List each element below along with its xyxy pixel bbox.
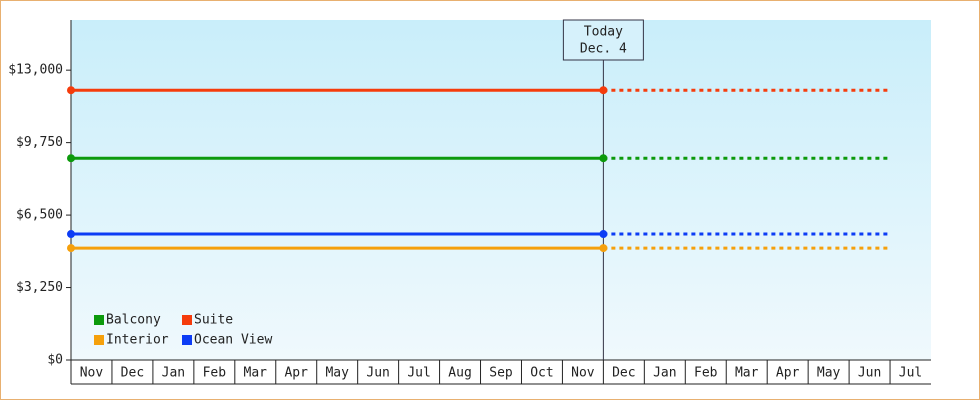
- today-box: [562, 19, 644, 61]
- legend-swatch: [94, 315, 104, 325]
- today-date: Dec. 4: [580, 42, 627, 57]
- y-tick-label: $6,500: [16, 208, 63, 223]
- today-label: Today: [584, 25, 623, 40]
- x-tick-label: Jul: [899, 366, 922, 381]
- x-tick-label: Mar: [244, 366, 268, 381]
- x-tick-label: Dec: [612, 366, 635, 381]
- x-tick-label: Jan: [653, 366, 676, 381]
- point: [599, 244, 608, 253]
- point: [67, 244, 75, 253]
- x-tick-label: Jul: [407, 366, 430, 381]
- x-tick-label: Oct: [530, 366, 553, 381]
- x-tick-label: May: [817, 366, 841, 381]
- x-tick-label: May: [325, 366, 349, 381]
- y-tick-label: $0: [47, 353, 63, 368]
- y-tick-label: $13,000: [8, 63, 63, 78]
- x-tick-label: Aug: [448, 366, 471, 381]
- x-tick-label: Feb: [694, 366, 718, 381]
- legend-label: Ocean View: [194, 333, 272, 348]
- x-tick-label: Jun: [366, 366, 389, 381]
- point: [67, 86, 75, 95]
- plot-area: [71, 20, 931, 360]
- y-tick-label: $3,250: [16, 280, 63, 295]
- x-tick-label: Mar: [735, 366, 759, 381]
- point: [599, 86, 608, 95]
- legend-label: Interior: [106, 333, 169, 348]
- legend-swatch: [182, 335, 192, 345]
- legend-label: Balcony: [106, 313, 161, 328]
- x-tick-label: Jun: [858, 366, 881, 381]
- x-tick-label: Jan: [162, 366, 185, 381]
- point: [599, 154, 608, 163]
- y-tick-label: $9,750: [16, 135, 63, 150]
- point: [67, 154, 75, 163]
- x-tick-label: Apr: [284, 366, 308, 381]
- x-tick-label: Dec: [121, 366, 144, 381]
- legend-label: Suite: [194, 313, 233, 328]
- legend-swatch: [94, 335, 104, 345]
- x-tick-label: Apr: [776, 366, 800, 381]
- x-tick-label: Nov: [80, 366, 104, 381]
- point: [599, 230, 608, 239]
- x-tick-label: Sep: [489, 366, 513, 381]
- x-tick-label: Feb: [203, 366, 227, 381]
- x-tick-label: Nov: [571, 366, 595, 381]
- legend-swatch: [182, 315, 192, 325]
- point: [67, 230, 75, 239]
